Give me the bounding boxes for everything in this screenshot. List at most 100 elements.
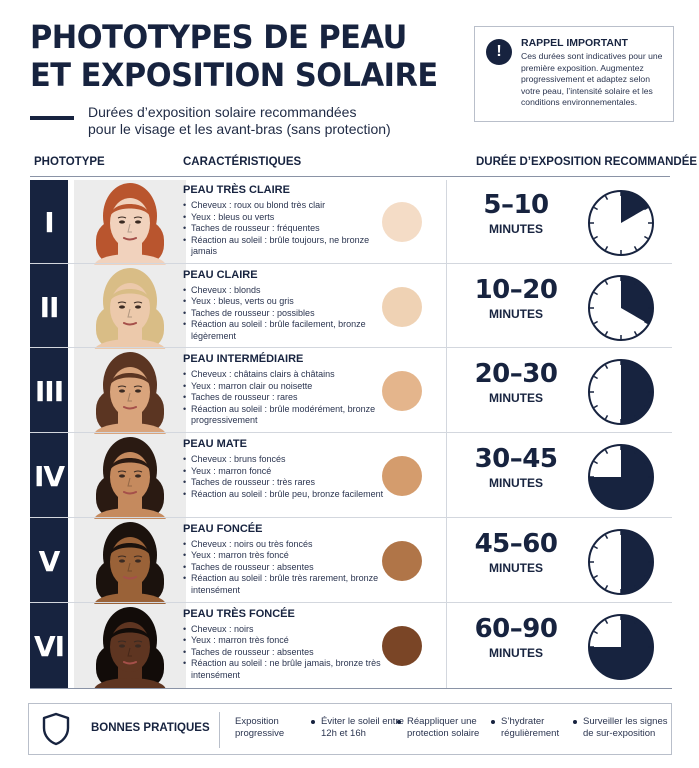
characteristic-item: Yeux : bleus, verts ou gris [183,296,388,308]
clock-tick [633,330,638,335]
skin-type-title: PEAU MATE [183,438,247,451]
clock-tick [593,574,598,578]
clock-icon [588,528,654,595]
tip-line-1: Réappliquer une [407,716,477,727]
row-divider [30,347,672,349]
clock-tick [633,195,638,200]
clock-tick [633,500,638,505]
good-practice-item: S’hydrater régulièrement [501,716,559,740]
duration-range: 45–60 [474,528,558,559]
characteristics-list: Cheveux : noirs ou très foncésYeux : mar… [183,539,388,597]
clock-filled-sector [621,191,649,223]
clock-tick [604,584,609,590]
clock-tick [633,584,638,590]
characteristic-item: Taches de rousseur : très rares [183,477,388,489]
tip-bullet [573,720,577,724]
phototype-row: IV PEAU MATE Cheveux : bruns foncésYeux :… [30,434,672,520]
duration-range: 30–45 [474,444,558,475]
tip-line-1: Exposition [235,716,279,727]
clock-tick [633,534,638,539]
column-header-characteristics: CARACTÉRISTIQUES [183,156,302,168]
characteristic-item: Réaction au soleil : brûle toujours, ne … [183,235,388,258]
clock-icon [588,190,654,256]
good-practices-box: BONNES PRATIQUES Exposition progressive Év… [28,703,672,755]
duration-range: 10–20 [474,274,558,305]
duration-unit: MINUTES [489,560,543,575]
clock-tick [604,195,609,200]
title-line-2: ET EXPOSITION SOLAIRE [30,56,438,94]
duration-unit: MINUTES [489,222,543,236]
tip-line-2: régulièrement [501,728,560,739]
clock-tick [604,415,609,420]
skin-color-swatch [382,625,422,666]
clock-tick [633,415,638,420]
duration-unit: MINUTES [489,391,543,406]
tip-bullet [311,720,315,724]
clock-tick [604,365,609,370]
characteristic-item: Yeux : marron clair ou noisette [183,381,388,393]
row-divider [30,516,672,518]
clock-tick [633,449,638,455]
clock-tick [633,365,638,370]
portrait-image [74,349,186,435]
clock-tick [633,280,638,285]
clock-tick [644,574,649,578]
good-practice-item: Surveiller les signes de sur-exposition [583,716,667,740]
tip-line-2: 12h et 16h [321,728,366,739]
skin-color-swatch [382,456,422,497]
clock-icon [588,274,654,341]
characteristic-item: Yeux : marron foncé [183,466,388,478]
clock-tick [644,460,649,465]
clock-tick [633,669,638,674]
skin-color-swatch [382,202,422,242]
tip-bullet [397,720,401,724]
clock-tick [593,320,598,324]
clock-tick [593,235,598,240]
phototype-row: I PEAU TRÈS CLAIRE Cheveux : roux ou blon… [30,180,672,265]
portrait-image [74,603,186,689]
characteristic-item: Réaction au soleil : ne brûle jamais, br… [183,658,388,681]
clock-tick [644,405,649,409]
clock-filled-sector [621,275,653,324]
characteristic-item: Taches de rousseur : fréquentes [183,223,388,235]
clock-tick [593,659,598,663]
characteristic-item: Cheveux : châtains clairs à châtains [183,369,388,381]
clock-filled-sector-extra [589,646,621,679]
characteristic-item: Réaction au soleil : brûle très rarement… [183,573,388,596]
duration-range: 5–10 [483,190,549,220]
clock-icon [588,613,654,680]
good-practices-title: BONNES PRATIQUES [91,722,210,734]
phototype-numeral: IV [30,434,68,520]
phototype-row: VI PEAU TRÈS FONCÉE Cheveux : noirsYeux :… [30,603,672,689]
clock-tick [593,376,598,380]
clock-tick [593,460,598,465]
skin-type-title: PEAU FONCÉE [183,522,263,535]
portrait-image [74,180,186,265]
clock-tick [644,659,649,663]
subtitle: Durées d’exposition solaire recommandées… [88,104,391,138]
clock-tick [593,545,598,549]
clock-tick [644,320,649,324]
duration-range: 60–90 [474,613,558,644]
column-divider [446,603,447,689]
clock-tick [633,246,638,251]
reminder-title: RAPPEL IMPORTANT [521,37,628,49]
characteristic-item: Cheveux : blonds [183,285,388,297]
clock-tick [593,489,598,494]
characteristic-item: Yeux : marron très foncé [183,635,388,647]
portrait-image [74,434,186,520]
tip-line-2: progressive [235,728,285,739]
skin-color-swatch [382,286,422,327]
good-practice-item: Éviter le soleil entre 12h et 16h [321,716,404,740]
subtitle-line-1: Durées d’exposition solaire recommandées [88,104,357,120]
clock-tick [644,291,649,295]
phototype-numeral: V [30,518,68,604]
clock-tick [604,500,609,505]
skin-type-title: PEAU INTERMÉDIAIRE [183,353,304,366]
portrait-image [74,264,186,350]
phototype-numeral: II [30,264,68,350]
characteristic-item: Taches de rousseur : absentes [183,562,388,574]
column-divider [446,180,447,265]
column-divider [446,349,447,435]
clock-tick [593,206,598,211]
